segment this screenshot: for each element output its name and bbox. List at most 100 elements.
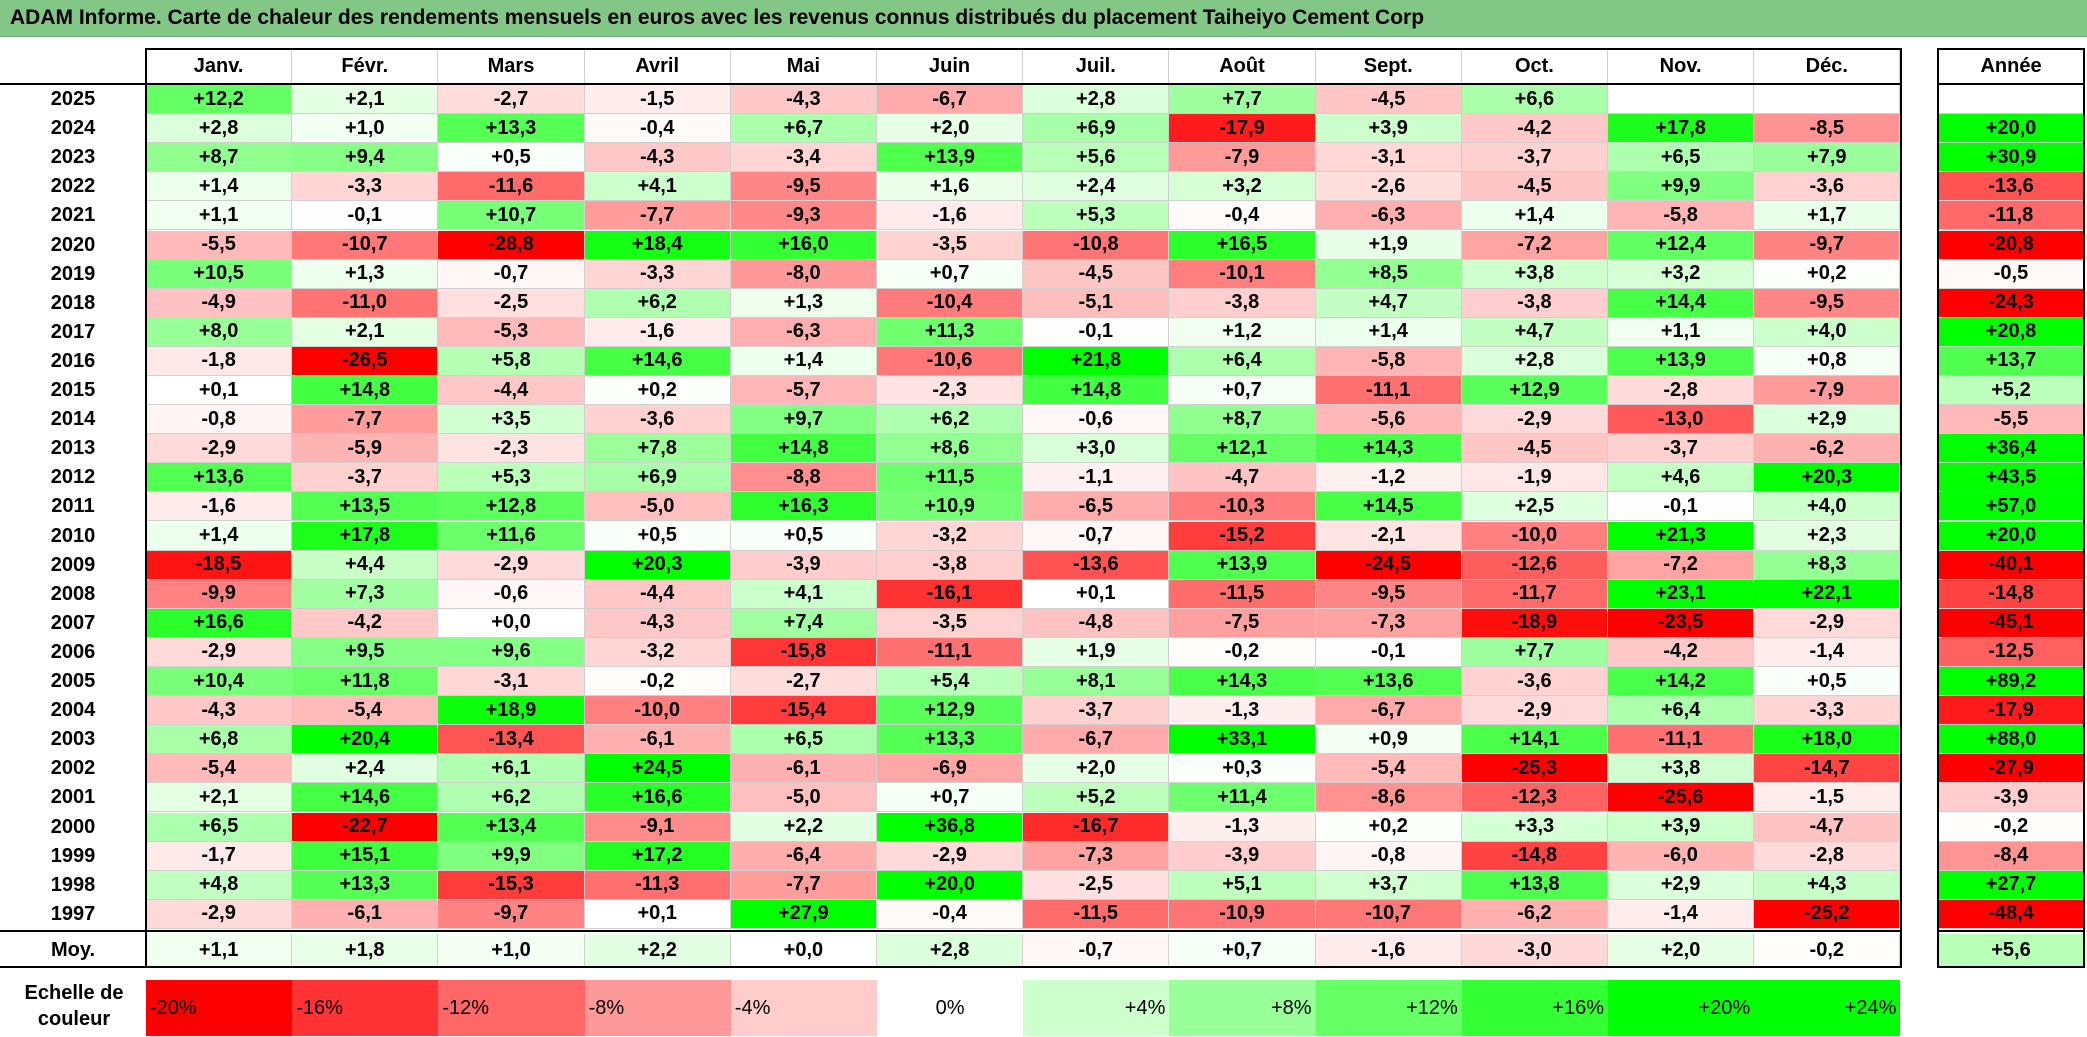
heatmap-cell: +18,0: [1754, 725, 1901, 755]
heatmap-cell: -4,8: [1023, 608, 1170, 638]
heatmap-cell: +6,9: [584, 463, 731, 493]
heatmap-cell: +1,6: [877, 172, 1024, 202]
heatmap-cell: -5,1: [1023, 288, 1170, 318]
color-scale-stop: 0%: [877, 980, 1024, 1036]
heatmap-cell: -8,0: [730, 259, 877, 289]
heatmap-cell: +0,1: [146, 376, 293, 406]
heatmap-cell: +20,4: [292, 725, 439, 755]
heatmap-cell: -10,1: [1169, 259, 1316, 289]
heatmap-cell: +9,7: [730, 405, 877, 435]
heatmap-cell: +7,4: [730, 608, 877, 638]
row-year-label: 2007: [50, 611, 96, 634]
heatmap-cell: +36,8: [877, 812, 1024, 842]
heatmap-cell: -1,7: [146, 841, 293, 871]
heatmap-cell: -3,3: [292, 172, 439, 202]
heatmap-cell: -18,5: [146, 550, 293, 580]
annual-cell: -45,1: [1938, 608, 2084, 638]
heatmap-cell: -9,7: [1754, 230, 1901, 260]
row-year-label: 2003: [50, 728, 96, 751]
row-year-label: 1998: [50, 873, 96, 896]
heatmap-cell: -2,7: [730, 667, 877, 697]
heatmap-cell: -10,7: [292, 230, 439, 260]
heatmap-cell: -4,3: [584, 143, 731, 173]
heatmap-cell: -2,6: [1315, 172, 1462, 202]
heatmap-cell: -4,9: [146, 288, 293, 318]
heatmap-cell: -6,7: [877, 85, 1024, 115]
heatmap-cell: -7,2: [1608, 550, 1755, 580]
average-bottom-line: [0, 966, 1903, 968]
annual-cell: -0,5: [1938, 259, 2084, 289]
heatmap-cell: +13,6: [146, 463, 293, 493]
heatmap-cell: -3,3: [1754, 696, 1901, 726]
heatmap-cell: +6,2: [438, 783, 585, 813]
heatmap-cell: +4,1: [730, 579, 877, 609]
average-cell: +2,0: [1608, 934, 1755, 966]
heatmap-cell: +14,3: [1169, 667, 1316, 697]
heatmap-cell: -12,3: [1461, 783, 1608, 813]
heatmap-cell: -0,1: [1315, 637, 1462, 667]
heatmap-cell: +20,3: [1754, 463, 1901, 493]
heatmap-cell: -1,3: [1169, 696, 1316, 726]
heatmap-cell: +6,2: [584, 288, 731, 318]
heatmap-cell: -2,1: [1315, 521, 1462, 551]
heatmap-cell: +1,4: [146, 521, 293, 551]
heatmap-cell: -3,1: [438, 667, 585, 697]
heatmap-cell: -3,7: [1608, 434, 1755, 464]
heatmap-cell: +13,8: [1461, 870, 1608, 900]
heatmap-cell: +13,6: [1315, 667, 1462, 697]
heatmap-cell: +24,5: [584, 754, 731, 784]
heatmap-cell: +17,2: [584, 841, 731, 871]
heatmap-cell: +2,1: [292, 85, 439, 115]
heatmap-cell: -4,3: [730, 85, 877, 115]
heatmap-cell: -6,7: [1023, 725, 1170, 755]
heatmap-cell: -5,3: [438, 317, 585, 347]
heatmap-cell: -0,4: [877, 899, 1024, 929]
heatmap-cell: -4,4: [438, 376, 585, 406]
heatmap-cell: -5,9: [292, 434, 439, 464]
heatmap-cell: +0,2: [1315, 812, 1462, 842]
header-divider: [0, 83, 1903, 85]
heatmap-cell: -15,2: [1169, 521, 1316, 551]
heatmap-cell: -3,4: [730, 143, 877, 173]
heatmap-cell: +5,2: [1023, 783, 1170, 813]
heatmap-cell: -5,5: [146, 230, 293, 260]
heatmap-cell: +7,3: [292, 579, 439, 609]
heatmap-cell: -4,5: [1461, 434, 1608, 464]
heatmap-cell: -0,4: [1169, 201, 1316, 231]
heatmap-cell: -2,9: [1461, 405, 1608, 435]
heatmap-cell: -13,4: [438, 725, 585, 755]
heatmap-cell: -24,5: [1315, 550, 1462, 580]
heatmap-cell: -15,8: [730, 637, 877, 667]
heatmap-cell: -6,3: [730, 317, 877, 347]
heatmap-cell: +12,4: [1608, 230, 1755, 260]
heatmap-cell: +3,2: [1169, 172, 1316, 202]
month-header: Févr.: [292, 50, 439, 83]
average-cell: +0,7: [1169, 934, 1316, 966]
heatmap-cell: +0,5: [1754, 667, 1901, 697]
heatmap-cell: +16,6: [146, 608, 293, 638]
heatmap-cell: -7,7: [292, 405, 439, 435]
heatmap-cell: +16,6: [584, 783, 731, 813]
heatmap-cell: -6,2: [1461, 899, 1608, 929]
heatmap-cell: -0,4: [584, 114, 731, 144]
heatmap-cell: +0,7: [877, 783, 1024, 813]
annual-cell: +13,7: [1938, 346, 2084, 376]
annual-cell: -12,5: [1938, 637, 2084, 667]
heatmap-cell: +0,2: [584, 376, 731, 406]
heatmap-cell: +21,3: [1608, 521, 1755, 551]
heatmap-cell: -3,7: [1023, 696, 1170, 726]
heatmap-cell: -12,6: [1461, 550, 1608, 580]
color-scale-label: Echelle de couleur: [24, 982, 124, 1030]
heatmap-cell: +12,2: [146, 85, 293, 115]
heatmap-cell: -0,8: [1315, 841, 1462, 871]
annual-cell: +36,4: [1938, 434, 2084, 464]
heatmap-cell: -11,1: [1608, 725, 1755, 755]
annual-cell: -17,9: [1938, 696, 2084, 726]
heatmap-cell: -1,3: [1169, 812, 1316, 842]
heatmap-cell: -4,5: [1023, 259, 1170, 289]
heatmap-cell: -9,7: [438, 899, 585, 929]
color-scale-stop: -8%: [584, 980, 731, 1036]
annual-cell: +20,8: [1938, 317, 2084, 347]
heatmap-cell: -3,9: [730, 550, 877, 580]
heatmap-cell: +3,2: [1608, 259, 1755, 289]
